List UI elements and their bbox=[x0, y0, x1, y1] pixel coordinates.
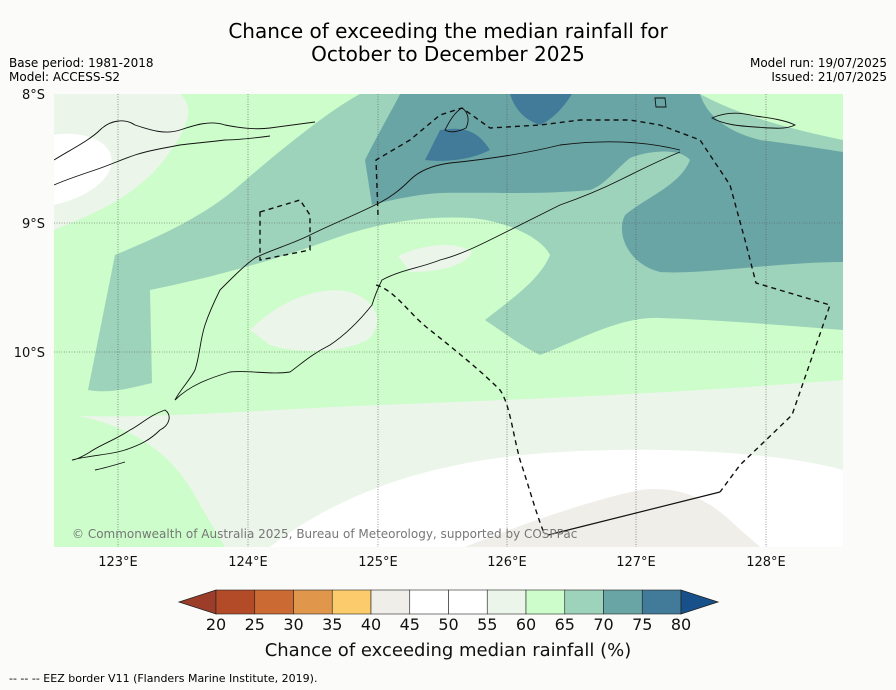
lat-label-8s: 8°S bbox=[22, 88, 45, 103]
colorbar-under-arrow bbox=[177, 589, 217, 615]
issued-date: Issued: 21/07/2025 bbox=[771, 70, 887, 84]
band-65-70 bbox=[88, 94, 843, 392]
colorbar-tick-label: 65 bbox=[555, 615, 575, 634]
band-60-65-southwest bbox=[54, 412, 225, 547]
lon-label-125e: 125°E bbox=[358, 555, 398, 570]
colorbar-tick-label: 70 bbox=[593, 615, 613, 634]
graticule bbox=[54, 94, 843, 547]
colorbar-segment bbox=[486, 589, 527, 615]
meta-right: Model run: 19/07/2025 Issued: 21/07/2025 bbox=[750, 56, 887, 84]
lon-label-126e: 126°E bbox=[487, 555, 527, 570]
map-field: © Commonwealth of Australia 2025, Bureau… bbox=[54, 94, 843, 547]
colorbar-label: Chance of exceeding median rainfall (%) bbox=[265, 640, 632, 661]
band-75-80-west bbox=[425, 128, 490, 161]
colorbar-tick-label: 40 bbox=[361, 615, 381, 634]
band-55-60-central bbox=[250, 290, 378, 351]
colorbar: 20 25 30 35 40 45 50 55 60 65 70 75 80 Chance of exc… bbox=[177, 589, 720, 661]
colorbar-tick-label: 30 bbox=[283, 615, 303, 634]
colorbar-segment bbox=[564, 589, 604, 615]
lat-label-10s: 10°S bbox=[14, 346, 45, 361]
model-name: Model: ACCESS-S2 bbox=[9, 70, 121, 84]
colorbar-segments bbox=[177, 589, 720, 615]
lon-label-127e: 127°E bbox=[616, 555, 656, 570]
colorbar-segment bbox=[215, 589, 256, 615]
colorbar-segment bbox=[448, 589, 488, 615]
band-55-60-small bbox=[398, 245, 472, 272]
model-run: Model run: 19/07/2025 bbox=[749, 56, 887, 70]
colorbar-segment bbox=[293, 589, 333, 615]
chart-title: Chance of exceeding the median rainfall … bbox=[0, 20, 896, 66]
band-70-75 bbox=[365, 94, 843, 273]
lat-label-9s: 9°S bbox=[22, 217, 45, 232]
rainfall-map: © Commonwealth of Australia 2025, Bureau… bbox=[14, 88, 843, 570]
colorbar-segment bbox=[370, 589, 411, 615]
colorbar-tick-label: 25 bbox=[245, 615, 265, 634]
eez-footnote: -- -- -- EEZ border V11 (Flanders Marine… bbox=[9, 672, 318, 685]
lon-label-124e: 124°E bbox=[228, 555, 268, 570]
colorbar-tick-label: 35 bbox=[322, 615, 342, 634]
eez-border bbox=[259, 107, 831, 536]
colorbar-segment bbox=[254, 589, 294, 615]
colorbar-segment bbox=[331, 589, 372, 615]
longitude-labels: 123°E 124°E 125°E 126°E 127°E 128°E bbox=[98, 555, 786, 570]
band-75-80-north bbox=[510, 94, 572, 125]
meta-left: Base period: 1981-2018 Model: ACCESS-S2 bbox=[9, 56, 154, 84]
colorbar-ticks: 20 25 30 35 40 45 50 55 60 65 70 75 80 bbox=[206, 615, 691, 634]
coastline bbox=[54, 97, 797, 471]
colorbar-tick-label: 20 bbox=[206, 615, 226, 634]
eez-border-solid bbox=[547, 491, 721, 536]
title-line-1: Chance of exceeding the median rainfall … bbox=[228, 19, 668, 43]
colorbar-tick-label: 50 bbox=[438, 615, 458, 634]
colorbar-over-arrow bbox=[680, 589, 720, 615]
base-period: Base period: 1981-2018 bbox=[9, 56, 154, 70]
colorbar-tick-label: 75 bbox=[632, 615, 652, 634]
colorbar-segment bbox=[525, 589, 566, 615]
colorbar-tick-label: 45 bbox=[400, 615, 420, 634]
band-55-60-northwest bbox=[54, 94, 189, 230]
colorbar-segment bbox=[641, 589, 682, 615]
lon-label-123e: 123°E bbox=[98, 555, 138, 570]
colorbar-tick-label: 80 bbox=[671, 615, 691, 634]
colorbar-segment bbox=[409, 589, 449, 615]
band-40-45-south bbox=[465, 489, 760, 547]
copyright-text: © Commonwealth of Australia 2025, Bureau… bbox=[72, 527, 577, 541]
title-line-2: October to December 2025 bbox=[311, 42, 585, 66]
colorbar-tick-label: 55 bbox=[477, 615, 497, 634]
latitude-labels: 8°S 9°S 10°S bbox=[14, 88, 45, 361]
lon-label-128e: 128°E bbox=[746, 555, 786, 570]
colorbar-tick-label: 60 bbox=[516, 615, 536, 634]
colorbar-segment bbox=[603, 589, 643, 615]
band-60-65-northeast bbox=[700, 94, 843, 140]
